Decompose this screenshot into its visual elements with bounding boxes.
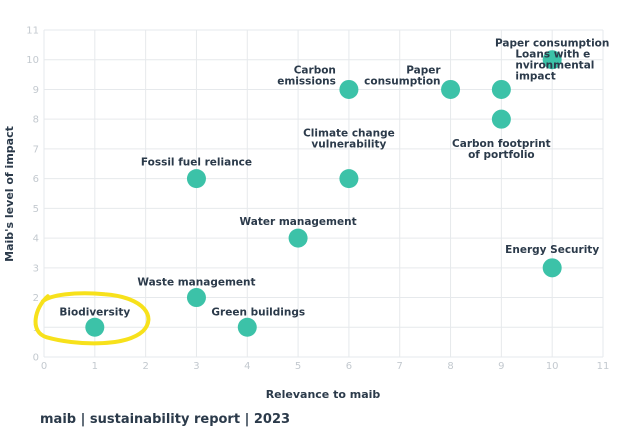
point-label-line: Biodiversity: [59, 306, 130, 318]
y-tick-label: 2: [33, 293, 39, 304]
y-axis-title: Maib's level of impact: [3, 126, 16, 262]
point-label: Green buildings: [211, 306, 305, 318]
scatter-point: [85, 317, 105, 337]
scatter-point: [491, 109, 511, 129]
y-tick-label: 9: [33, 85, 39, 96]
scatter-point: [491, 79, 511, 99]
x-tick-label: 6: [346, 361, 352, 372]
point-label-line: vulnerability: [311, 139, 386, 151]
x-tick-label: 0: [41, 361, 47, 372]
x-tick-label: 1: [92, 361, 98, 372]
point-label-line: Waste management: [137, 277, 255, 289]
point-label: Waste management: [137, 277, 255, 289]
scatter-point: [542, 258, 562, 278]
point-label: Carbon emissions: [277, 64, 336, 87]
y-tick-label: 4: [33, 234, 39, 245]
y-tick-label: 5: [33, 204, 39, 215]
x-tick-label: 3: [193, 361, 199, 372]
scatter-point: [186, 169, 206, 189]
x-tick-label: 5: [295, 361, 301, 372]
point-label-line: Green buildings: [211, 306, 305, 318]
footer-text: maib | sustainability report | 2023: [40, 412, 291, 427]
y-tick-label: 7: [33, 144, 39, 155]
y-tick-label: 0: [33, 353, 39, 364]
scatter-point: [237, 317, 257, 337]
point-label-line: Carbon footprint: [452, 138, 551, 150]
point-label: Fossil fuel reliance: [141, 157, 252, 169]
y-tick-label: 6: [33, 174, 39, 185]
point-label-line: emissions: [277, 75, 336, 87]
point-label: Loans with e nvironmental impact: [515, 48, 594, 82]
scatter-point: [339, 169, 359, 189]
point-label-line: consumption: [364, 75, 440, 87]
point-label-line: Loans with e: [515, 48, 590, 60]
point-labels: Paper consumption Carbon emissions Paper con…: [59, 38, 609, 319]
y-tick-label: 8: [33, 115, 39, 126]
x-tick-label: 11: [597, 361, 610, 372]
point-label-line: nvironmental: [515, 59, 594, 71]
x-tick-label: 8: [447, 361, 453, 372]
highlight-annotation: [33, 291, 151, 346]
point-label-line: impact: [515, 70, 555, 82]
point-label-line: Carbon: [294, 64, 336, 76]
x-axis-title: Relevance to maib: [266, 388, 381, 401]
y-tick-label: 10: [26, 55, 39, 66]
point-label: Climate change vulnerability: [303, 128, 395, 151]
point-label-line: of portfolio: [468, 149, 535, 161]
point-label: Biodiversity: [59, 306, 130, 318]
point-label-line: Energy Security: [505, 244, 599, 256]
scatter-point: [542, 50, 562, 70]
highlight-circle: [33, 291, 151, 346]
x-tick-label: 7: [397, 361, 403, 372]
point-label: Water management: [240, 216, 357, 228]
scatter-point: [441, 79, 461, 99]
point-label: Energy Security: [505, 244, 599, 256]
point-label-line: Paper consumption: [495, 38, 609, 50]
y-tick-label: 3: [33, 263, 39, 274]
point-label: Carbon footprint of portfolio: [452, 138, 551, 161]
point-label-line: Fossil fuel reliance: [141, 157, 252, 169]
point-label: Paper consumption: [495, 38, 609, 50]
scatter-point: [339, 79, 359, 99]
scatter-point: [288, 228, 308, 248]
x-tick-label: 10: [546, 361, 559, 372]
y-tick-label: 11: [26, 26, 39, 37]
x-tick-label: 4: [244, 361, 250, 372]
point-label-line: Climate change: [303, 128, 395, 140]
data-points: [85, 50, 562, 337]
x-tick-label: 9: [498, 361, 504, 372]
point-label-line: Water management: [240, 216, 357, 228]
point-label: Paper consumption: [364, 64, 441, 87]
x-tick-label: 2: [142, 361, 148, 372]
point-label-line: Paper: [406, 64, 441, 76]
scatter-point: [186, 288, 206, 308]
